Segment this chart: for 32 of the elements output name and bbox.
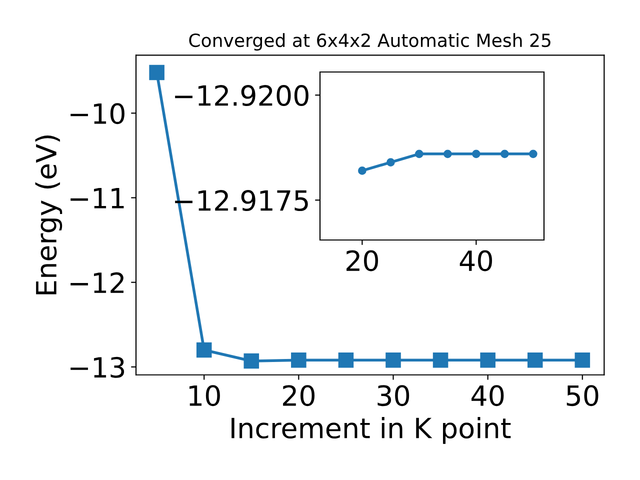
x-tick-label: 40 (472, 385, 504, 406)
y-axis-title: Energy (eV) (35, 136, 62, 294)
x-tick-label: 10 (189, 385, 220, 406)
chart-title: Converged at 6x4x2 Automatic Mesh 25 (189, 33, 550, 51)
x-tick-label: 40 (460, 250, 492, 272)
point (196, 342, 212, 358)
point (432, 352, 448, 368)
x-tick-label: 20 (283, 385, 314, 406)
point (480, 352, 496, 368)
x-axis-title: Increment in K point (232, 417, 511, 444)
x-tick-label: 30 (378, 385, 410, 406)
point (444, 150, 452, 158)
y-tick-label: −12.9200 (175, 85, 308, 106)
point (574, 352, 590, 368)
x-tick-label: 20 (346, 250, 378, 272)
y-tick-label: −13 (70, 356, 124, 378)
point (358, 166, 366, 175)
y-tick-label: −11 (70, 188, 124, 208)
point (386, 352, 401, 368)
point (291, 352, 306, 368)
point (338, 352, 354, 368)
point (472, 150, 480, 158)
point (415, 150, 424, 158)
x-tick-label: 50 (566, 385, 598, 406)
point (500, 150, 509, 158)
point (244, 353, 260, 369)
point (149, 64, 164, 80)
point (529, 150, 538, 158)
y-tick-label: −12 (70, 272, 124, 293)
point (527, 352, 543, 368)
point (386, 158, 395, 166)
y-tick-label: −10 (70, 103, 124, 124)
